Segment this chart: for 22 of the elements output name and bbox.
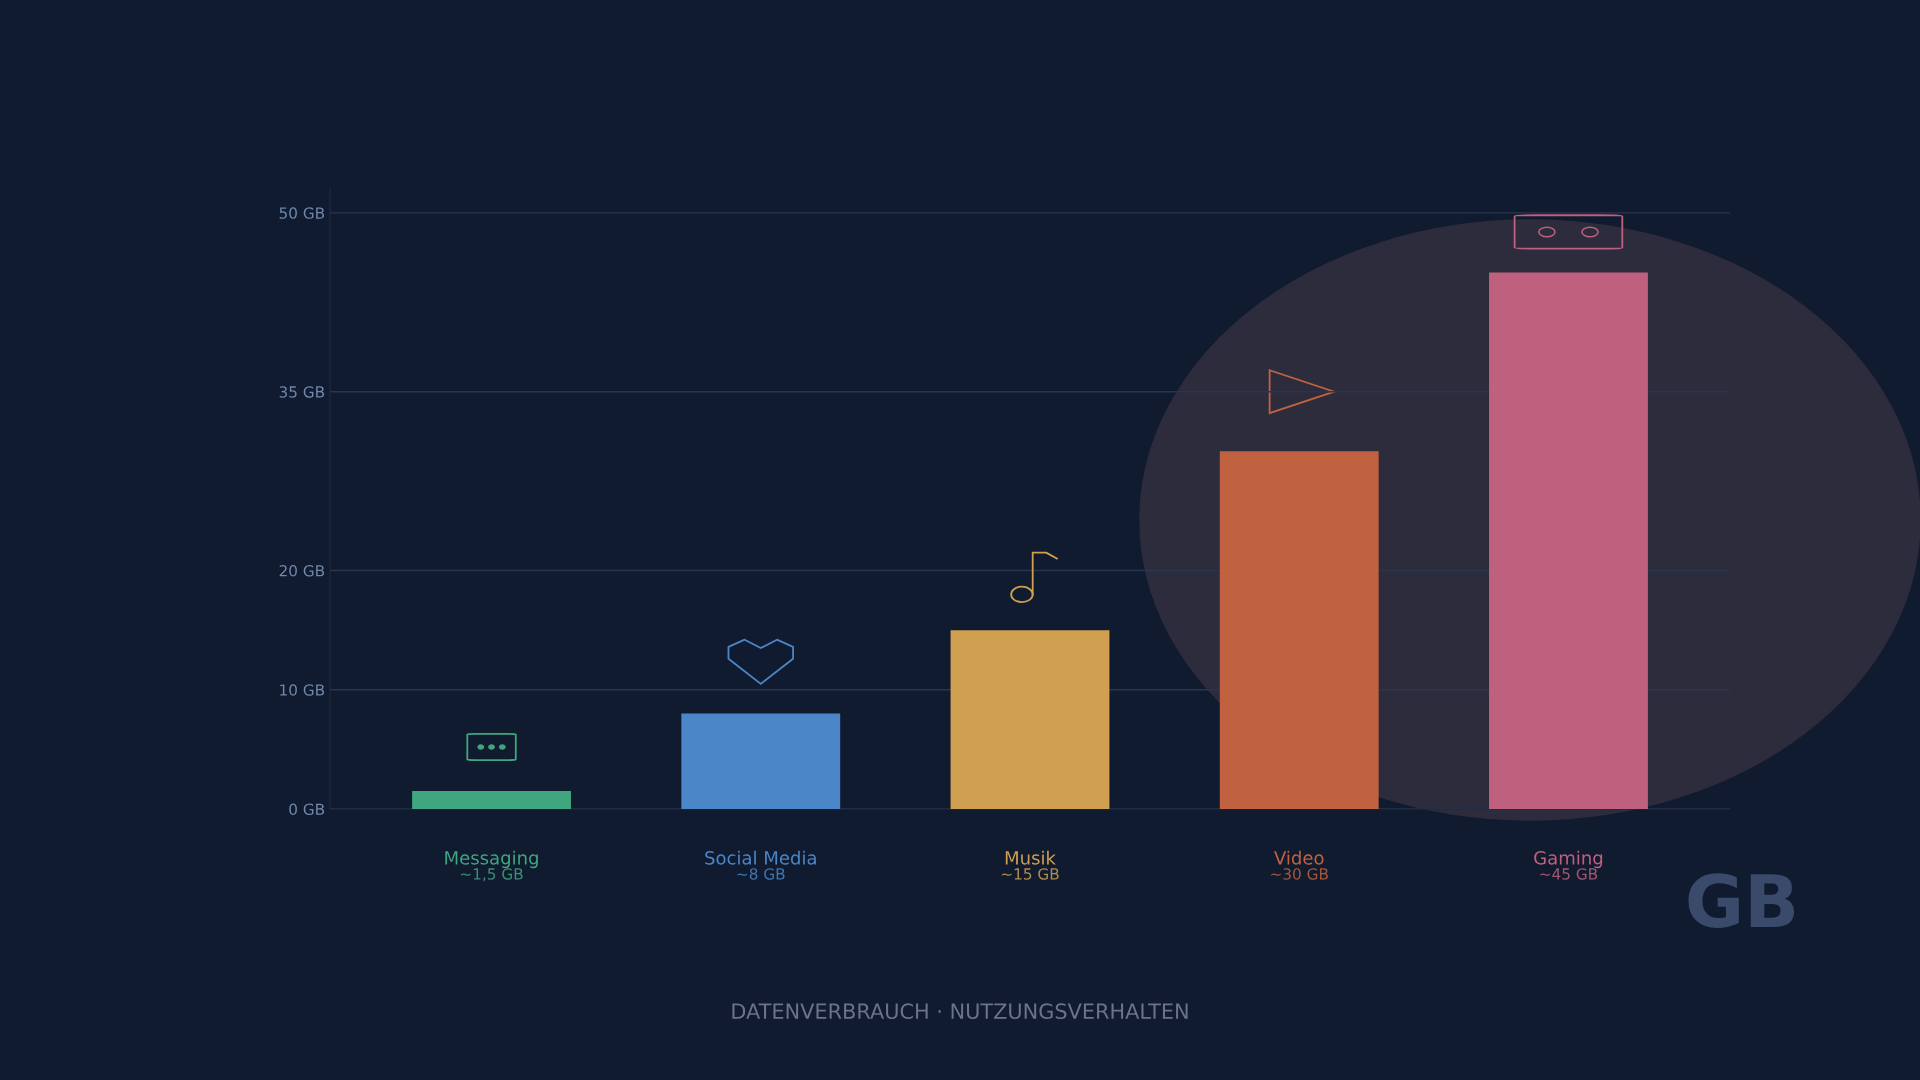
- y-tick-label: 50 GB: [279, 207, 325, 219]
- data-label: ~45 GB: [1540, 868, 1598, 880]
- bar: [681, 713, 841, 809]
- data-label: ~1,5 GB: [461, 868, 523, 882]
- bar: [950, 630, 1110, 809]
- x-tick-label: Video: [1274, 850, 1324, 865]
- y-tick-label: 35 GB: [279, 386, 325, 398]
- text: DATENVERBRAUCH · NUTZUNGSVERHALTEN: [732, 1003, 1188, 1020]
- bar: [1489, 272, 1648, 809]
- y-tick-label: 10 GB: [280, 684, 325, 696]
- data-label: ~8 GB: [737, 868, 785, 880]
- text: GB: [1688, 873, 1795, 928]
- x-tick-label: Gaming: [1534, 850, 1603, 869]
- x-tick-label: Musik: [1005, 850, 1056, 865]
- y-tick-label: 0 GB: [289, 803, 325, 816]
- bar: [412, 791, 571, 809]
- x-tick-label: Social Media: [705, 850, 816, 865]
- data-label: ~30 GB: [1271, 868, 1328, 880]
- x-tick-label: Messaging: [445, 850, 538, 869]
- data-label: ~15 GB: [1001, 868, 1059, 880]
- y-tick-label: 20 GB: [279, 565, 325, 577]
- bar: [1219, 451, 1379, 809]
